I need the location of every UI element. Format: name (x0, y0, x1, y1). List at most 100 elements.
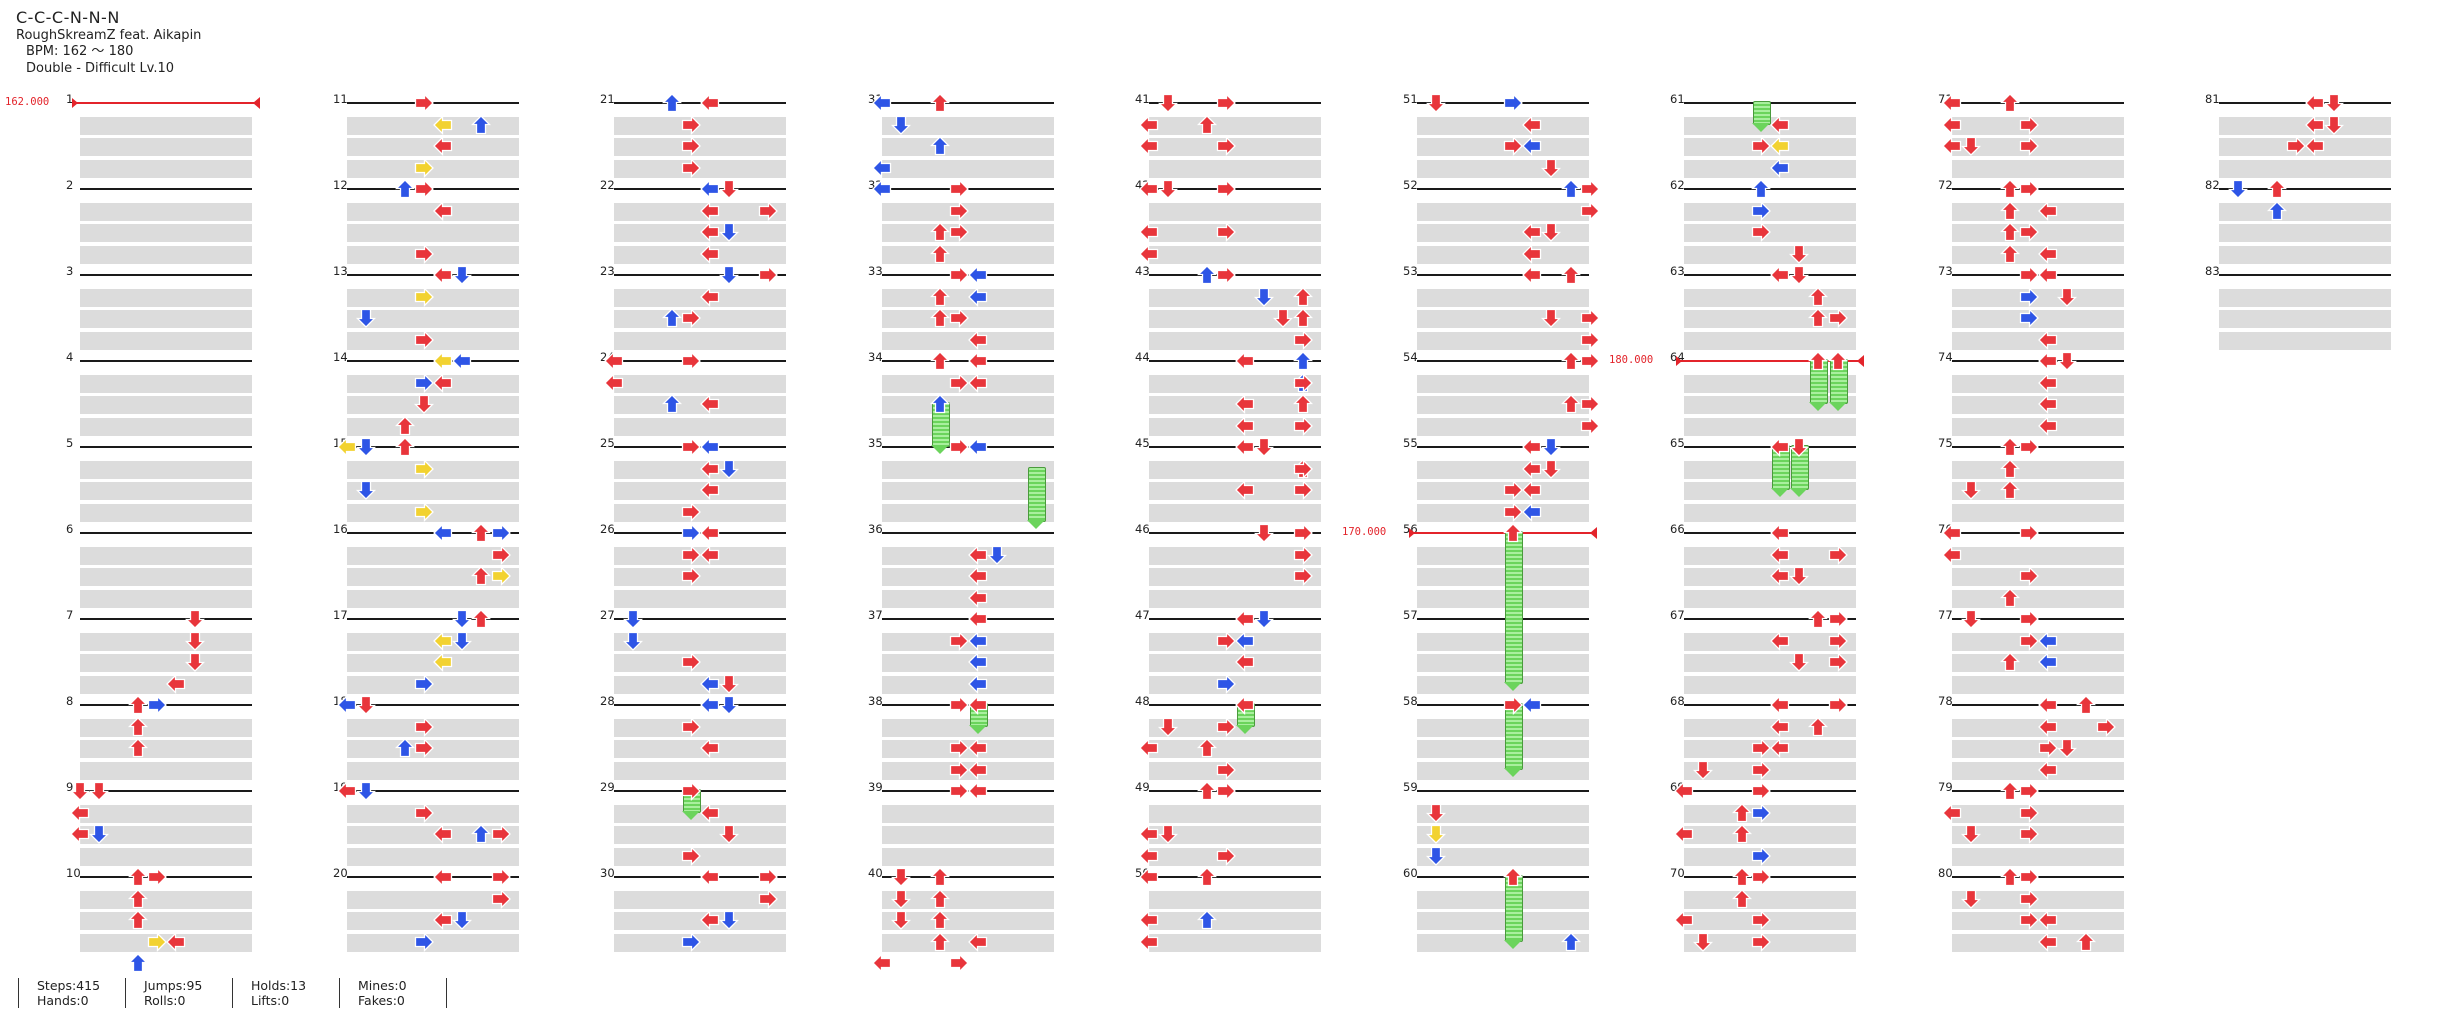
beat-band (80, 116, 252, 135)
arrow-up-icon (1808, 286, 1829, 306)
beat-band (80, 224, 252, 242)
measure-number: 59 (1403, 780, 1418, 794)
arrow-left-icon (433, 114, 453, 135)
arrow-up-icon (394, 415, 415, 435)
arrow-up-icon (1196, 910, 1217, 930)
arrow-right-icon (2019, 888, 2039, 909)
measure-number: 63 (1670, 264, 1685, 278)
beat-band (1417, 675, 1589, 694)
arrow-left-icon (1235, 415, 1255, 436)
measure-line (1417, 618, 1589, 620)
measure-number: 10 (66, 866, 81, 880)
arrow-right-icon (949, 265, 969, 285)
arrow-right-icon (1580, 308, 1600, 328)
beat-band (882, 568, 1054, 586)
measure-line (614, 704, 786, 706)
beat-band (347, 159, 519, 178)
arrow-right-icon (949, 437, 969, 457)
arrow-right-icon (414, 673, 434, 694)
beat-band (80, 933, 252, 952)
song-title: C-C-C-N-N-N (16, 8, 120, 27)
measure-line (347, 446, 519, 448)
beat-band (1684, 804, 1856, 823)
arrow-up-icon (1196, 781, 1217, 801)
arrow-down-icon (89, 824, 110, 844)
beat-band (1417, 202, 1589, 221)
arrow-down-icon (1961, 889, 1982, 909)
beat-band (347, 288, 519, 307)
arrow-left-icon (2038, 394, 2058, 414)
beat-band (1417, 912, 1589, 930)
arrow-left-icon (700, 480, 720, 500)
bpm-end-marker (253, 97, 260, 109)
arrow-up-icon (2266, 200, 2287, 220)
arrow-up-icon (661, 93, 682, 113)
measure-line (614, 102, 786, 104)
arrow-up-icon (1292, 394, 1313, 414)
stat-jumps: Jumps:95 (144, 978, 203, 993)
arrow-left-icon (1522, 458, 1542, 479)
arrow-down-icon (891, 889, 912, 909)
measure-number: 40 (868, 866, 883, 880)
measure-line (80, 274, 252, 276)
beat-band (80, 654, 252, 672)
measure-number: 36 (868, 522, 883, 536)
beat-band (1952, 202, 2124, 221)
arrow-left-icon (700, 523, 720, 543)
difficulty-level: Double - Difficult Lv.10 (26, 60, 175, 76)
beat-band (1684, 589, 1856, 608)
beat-band (1149, 826, 1321, 844)
arrow-up-icon (1999, 652, 2020, 672)
arrow-right-icon (1216, 93, 1236, 113)
beat-band (1417, 933, 1589, 952)
arrow-right-icon (681, 931, 701, 952)
beat-band (614, 804, 786, 823)
beat-band (1417, 138, 1589, 156)
arrow-down-icon (356, 308, 377, 328)
arrow-up-icon (1196, 867, 1217, 887)
arrow-left-icon (433, 867, 453, 887)
beat-band (347, 804, 519, 823)
measure-number: 75 (1938, 436, 1953, 450)
arrow-right-icon (949, 200, 969, 221)
measure-line (347, 704, 519, 706)
measure-line (347, 360, 519, 362)
arrow-left-icon (1942, 802, 1962, 823)
arrow-left-icon (1139, 910, 1159, 930)
beat-band (347, 654, 519, 672)
arrow-right-icon (1216, 781, 1236, 801)
beat-band (1684, 890, 1856, 909)
beat-band (347, 417, 519, 436)
beat-band (80, 503, 252, 522)
arrow-down-icon (719, 695, 740, 715)
beat-band (614, 933, 786, 952)
arrow-right-icon (1293, 415, 1313, 436)
beat-band (347, 374, 519, 393)
arrow-down-icon (356, 695, 377, 715)
hold-end-icon (1828, 402, 1847, 411)
beat-band (614, 138, 786, 156)
arrow-left-icon (1235, 351, 1255, 371)
beat-band (80, 288, 252, 307)
beat-band (1149, 202, 1321, 221)
arrow-down-icon (1426, 803, 1447, 823)
arrow-left-icon (700, 910, 720, 930)
bpm-start-marker (1676, 356, 1682, 366)
beat-band (347, 331, 519, 350)
beat-band (2219, 116, 2391, 135)
arrow-up-icon (1292, 351, 1313, 371)
beat-band (614, 912, 786, 930)
arrow-up-icon (1292, 308, 1313, 328)
arrow-right-icon (491, 544, 511, 565)
beat-band (1417, 159, 1589, 178)
arrow-left-icon (700, 802, 720, 823)
beat-band (1952, 482, 2124, 500)
arrow-down-icon (1541, 158, 1562, 178)
arrow-left-icon (700, 179, 720, 199)
arrow-down-icon (891, 910, 912, 930)
beat-band (614, 202, 786, 221)
beat-band (80, 245, 252, 264)
arrow-right-icon (1828, 544, 1848, 565)
arrow-down-icon (1693, 932, 1714, 952)
measure-line (614, 274, 786, 276)
